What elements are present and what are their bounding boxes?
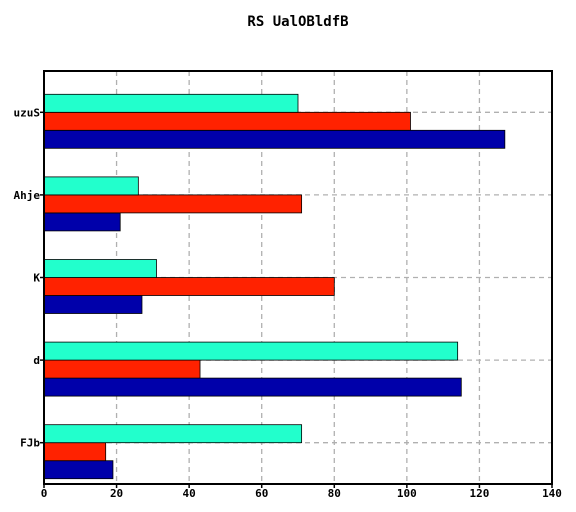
bars (43, 93, 506, 480)
chart-title: RS UalOBldfB (247, 14, 348, 30)
bar (43, 93, 299, 113)
x-tick-label: 60 (255, 487, 268, 500)
x-tick-label: 40 (183, 487, 196, 500)
y-tick-label: K (33, 272, 40, 285)
y-tick-label: Ahje (14, 189, 41, 202)
bar (43, 111, 411, 131)
x-tick-label: 100 (397, 487, 417, 500)
x-tick-label: 0 (41, 487, 48, 500)
bar (43, 377, 462, 397)
axes: 0 20 40 60 80 100 120 140 FJb d K Ahje uzuS (14, 106, 562, 500)
bar (43, 460, 114, 480)
x-tick-label: 20 (110, 487, 123, 500)
bar (43, 277, 335, 296)
bar (43, 341, 459, 361)
x-tick-label: 140 (542, 487, 562, 500)
bar (43, 295, 143, 314)
x-tick-label: 120 (469, 487, 489, 500)
y-tick-label: FJb (20, 437, 40, 450)
plot-frame (43, 70, 553, 485)
bar (43, 194, 303, 214)
bar (43, 424, 303, 444)
bar (43, 359, 201, 379)
bar (43, 259, 157, 278)
y-tick-label: d (33, 354, 40, 367)
bar (43, 176, 139, 196)
bar (43, 442, 107, 462)
x-tick-label: 80 (328, 487, 341, 500)
bar (43, 129, 506, 149)
y-tick-label: uzuS (14, 106, 41, 119)
bar (43, 212, 121, 232)
